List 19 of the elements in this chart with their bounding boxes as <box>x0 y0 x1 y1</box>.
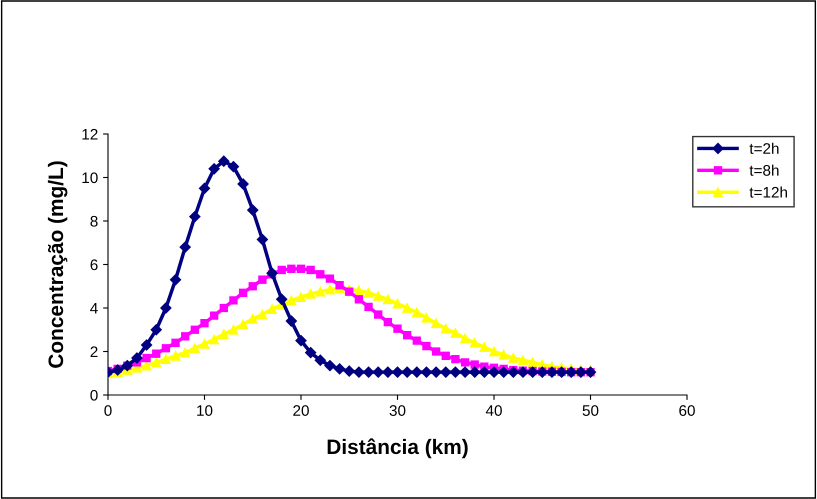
x-tick-label: 10 <box>197 405 212 416</box>
y-tick-label: 0 <box>90 390 98 401</box>
y-tick-label: 8 <box>90 216 98 227</box>
y-tick-label: 12 <box>82 128 98 140</box>
legend-label: t=2h <box>750 142 778 154</box>
y-tick-label: 4 <box>90 303 98 314</box>
x-tick-label: 20 <box>293 405 309 416</box>
legend-label: t=8h <box>750 164 778 176</box>
y-tick-label: 2 <box>90 346 98 358</box>
x-tick-label: 40 <box>486 405 502 416</box>
y-tick-label: 6 <box>90 259 98 270</box>
y-axis-title: Concentração (mg/L) <box>48 161 68 368</box>
x-tick-label: 60 <box>679 405 695 416</box>
x-tick-label: 30 <box>390 405 406 416</box>
x-tick-label: 50 <box>582 405 598 416</box>
legend-label: t=12h <box>750 186 787 198</box>
x-tick-label: 0 <box>104 405 112 416</box>
x-axis-title: Distância (km) <box>328 438 468 458</box>
y-tick-label: 10 <box>82 172 98 184</box>
